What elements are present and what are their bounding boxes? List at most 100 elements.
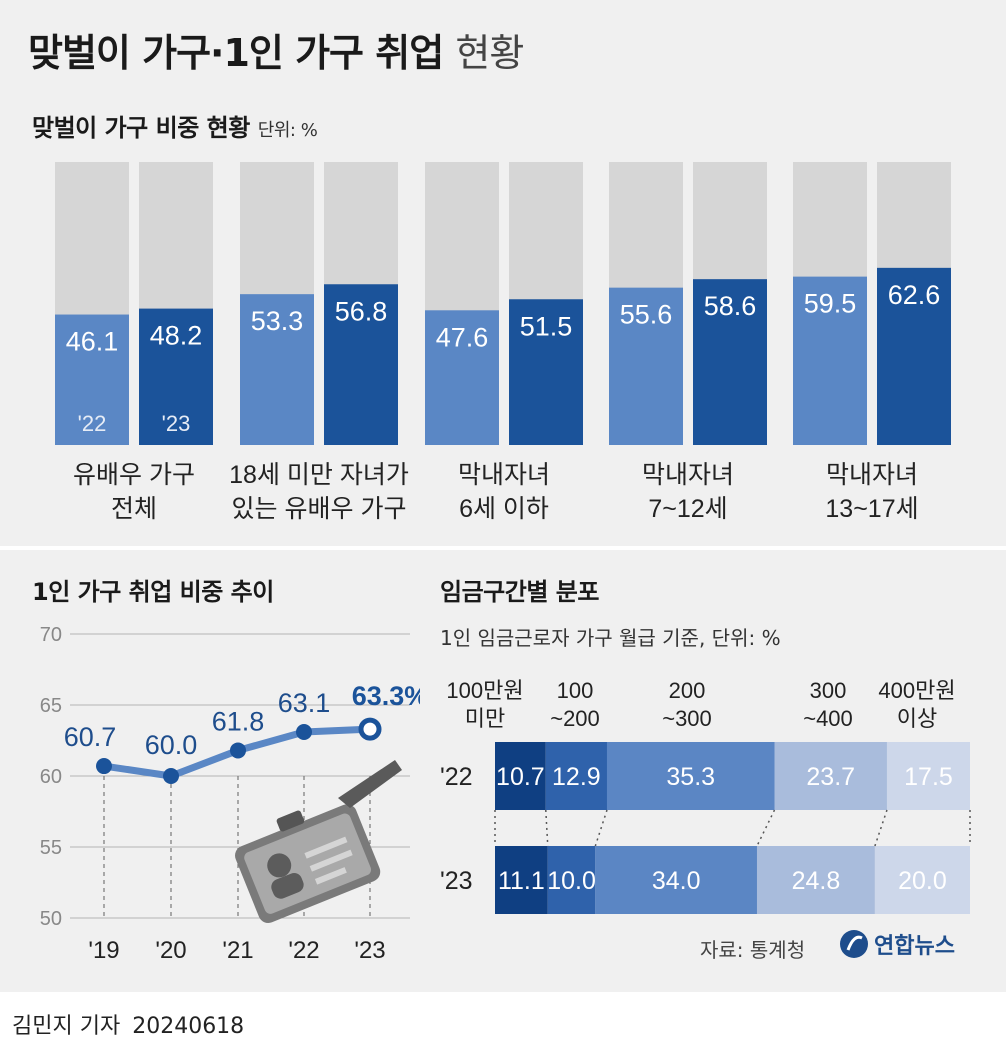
segment-header: 이상 xyxy=(897,706,937,731)
data-label: 63.1 xyxy=(278,688,331,718)
data-label-highlight: 63.3% xyxy=(352,681,420,711)
stacked-segment xyxy=(495,846,548,914)
segment-value-label: 12.9 xyxy=(552,763,601,791)
segment-value-label: 10.0 xyxy=(547,867,596,895)
section3-note: 1인 임금근로자 가구 월급 기준, 단위: % xyxy=(440,626,781,650)
bar-year-label: '22 xyxy=(78,411,107,436)
x-tick-label: '21 xyxy=(222,937,253,964)
section1-unit: 단위: % xyxy=(257,120,318,141)
logo-text: 연합뉴스 xyxy=(874,934,955,959)
id-badge-illustration xyxy=(235,804,381,924)
data-point xyxy=(230,742,246,759)
stacked-segment xyxy=(886,742,970,810)
data-label: 60.0 xyxy=(145,730,198,760)
stacked-segment xyxy=(595,846,757,914)
y-tick-label: 65 xyxy=(40,695,62,717)
y-tick-label: 60 xyxy=(40,766,62,788)
category-label: 전체 xyxy=(111,495,157,523)
badge-line xyxy=(314,867,347,885)
segment-value-label: 34.0 xyxy=(652,867,701,895)
bar-23 xyxy=(877,267,951,445)
badge-clip xyxy=(276,810,305,832)
bar-23 xyxy=(693,279,767,445)
data-point xyxy=(296,723,312,740)
category-label: 막내자녀 xyxy=(642,461,734,489)
stacked-segment xyxy=(874,846,970,914)
bar-value-label: 59.5 xyxy=(804,289,857,319)
section-divider xyxy=(0,546,1006,550)
footer: 김민지 기자 20240618 xyxy=(12,1008,244,1040)
category-label: 18세 미만 자녀가 xyxy=(229,461,409,489)
segment-header: 100 xyxy=(557,678,594,703)
y-tick-label: 70 xyxy=(40,624,62,646)
category-label: 13~17세 xyxy=(825,495,918,523)
y-tick-label: 55 xyxy=(40,837,62,859)
segment-value-label: 23.7 xyxy=(806,763,855,791)
bar-value-label: 53.3 xyxy=(251,306,304,336)
segment-value-label: 17.5 xyxy=(904,763,953,791)
x-tick-label: '20 xyxy=(155,937,186,964)
x-tick-label: '22 xyxy=(288,937,319,964)
bar-23 xyxy=(509,299,583,445)
data-label: 61.8 xyxy=(212,706,265,736)
category-label: 있는 유배우 가구 xyxy=(232,495,407,523)
segment-header: ~300 xyxy=(662,706,712,731)
bar-value-label: 58.6 xyxy=(704,291,757,321)
segment-value-label: 10.7 xyxy=(496,763,545,791)
badge-lanyard xyxy=(338,760,402,808)
x-tick-label: '23 xyxy=(354,937,385,964)
bar-value-label: 56.8 xyxy=(335,296,388,326)
connector-line xyxy=(545,809,549,847)
row-label: '22 xyxy=(440,763,473,791)
category-label: 막내자녀 xyxy=(826,461,918,489)
yonhap-logo: 연합뉴스 xyxy=(838,928,955,960)
segment-value-label: 35.3 xyxy=(666,763,715,791)
connector-line xyxy=(756,809,776,847)
badge-line xyxy=(309,849,353,872)
segment-header: 200 xyxy=(669,678,706,703)
bar-22 xyxy=(55,314,129,445)
stacked-segment xyxy=(547,846,596,914)
section-title-dual-income: 맞벌이 가구 비중 현황 단위: % xyxy=(32,108,318,143)
segment-value-label: 20.0 xyxy=(898,867,947,895)
bar-value-label: 62.6 xyxy=(888,280,941,310)
data-point xyxy=(96,758,112,775)
single-household-line-chart: 70 65 60 55 50 60.7 60.0 61.8 63.1 63.3% '19 '20 '21… xyxy=(40,624,420,964)
category-label: 유배우 가구 xyxy=(73,461,195,489)
segment-header: ~200 xyxy=(550,706,600,731)
category-label: 7~12세 xyxy=(648,495,727,523)
category-label: 6세 이하 xyxy=(459,495,549,523)
bar-year-label: '23 xyxy=(162,411,191,436)
bar-value-label: 51.5 xyxy=(520,311,573,341)
date: 20240618 xyxy=(132,1014,245,1039)
title-suffix: 현황 xyxy=(455,31,524,75)
page-title: 맞벌이 가구·1인 가구 취업 현황 xyxy=(28,22,524,77)
stacked-segment xyxy=(545,742,607,810)
stacked-segment xyxy=(606,742,775,810)
segment-header: 300 xyxy=(810,678,847,703)
section2-title: 1인 가구 취업 비중 추이 xyxy=(32,578,274,606)
section1-title: 맞벌이 가구 비중 현황 xyxy=(32,114,250,142)
bar-23 xyxy=(139,308,213,445)
row-label: '23 xyxy=(440,867,473,895)
bar-value-label: 46.1 xyxy=(66,327,119,357)
bar-22 xyxy=(609,287,683,445)
bar-value-label: 47.6 xyxy=(436,322,489,352)
data-point xyxy=(163,768,179,784)
segment-header: 100만원 xyxy=(446,678,523,703)
segment-header: 미만 xyxy=(465,706,505,731)
badge-line xyxy=(304,836,348,859)
source-text: 자료: 통계청 xyxy=(700,938,806,962)
bar-22 xyxy=(425,310,499,445)
byline: 김민지 기자 xyxy=(12,1014,121,1039)
stacked-segment xyxy=(774,742,887,810)
badge-photo-body xyxy=(271,872,304,899)
data-label: 60.7 xyxy=(64,722,117,752)
bar-value-label: 55.6 xyxy=(620,300,673,330)
segment-value-label: 24.8 xyxy=(792,867,841,895)
stacked-segment xyxy=(756,846,875,914)
stacked-segment xyxy=(495,742,546,810)
title-text: 맞벌이 가구·1인 가구 취업 xyxy=(28,31,444,75)
